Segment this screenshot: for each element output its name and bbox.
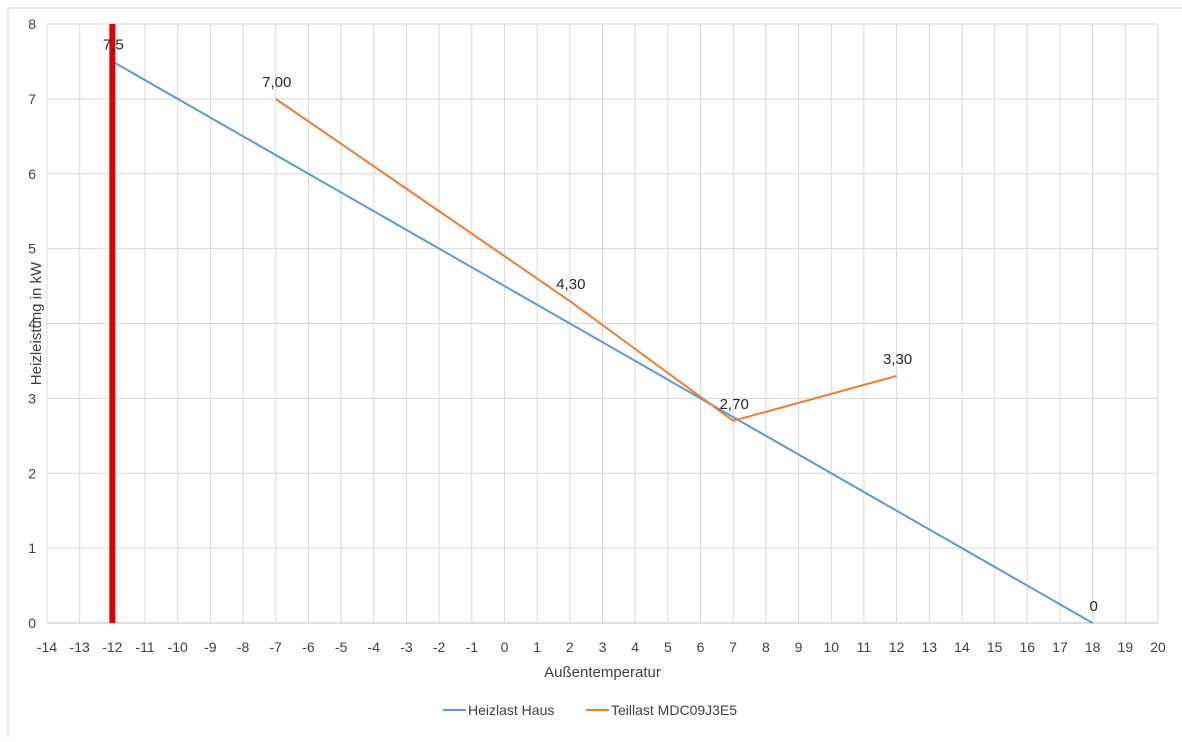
x-tick-label: -2 — [433, 639, 446, 655]
x-tick-label: 9 — [795, 639, 803, 655]
x-tick-label: 3 — [599, 639, 607, 655]
series-line-1 — [111, 60, 1094, 624]
x-tick-label: 15 — [987, 639, 1003, 655]
x-tick-label: 2 — [566, 639, 574, 655]
data-label-series-2: 7,00 — [262, 74, 291, 91]
x-tick-label: 18 — [1085, 639, 1101, 655]
data-label-series-2: 2,70 — [720, 396, 749, 413]
y-tick-label: 1 — [28, 540, 36, 556]
y-tick-label: 7 — [28, 91, 36, 107]
x-tick-label: -5 — [335, 639, 348, 655]
x-tick-label: -1 — [466, 639, 479, 655]
x-tick-label: 7 — [729, 639, 737, 655]
y-tick-label: 3 — [28, 390, 36, 406]
data-label-series-2: 3,30 — [883, 351, 912, 368]
x-tick-label: -14 — [37, 639, 57, 655]
x-tick-label: -6 — [302, 639, 315, 655]
data-label-series-1: 7,5 — [103, 36, 124, 53]
x-tick-label: 20 — [1150, 639, 1166, 655]
x-tick-label: -13 — [70, 639, 90, 655]
x-tick-label: 11 — [857, 639, 872, 655]
x-tick-label: 14 — [954, 639, 970, 655]
x-tick-label: 6 — [697, 639, 705, 655]
x-tick-label: -4 — [368, 639, 381, 655]
x-tick-label: 4 — [631, 639, 639, 655]
x-tick-label: 17 — [1052, 639, 1068, 655]
data-labels: 7,5 0 7,00 4,30 2,70 3,30 — [103, 36, 1098, 615]
y-tick-label: 5 — [28, 241, 36, 257]
x-tick-label: -8 — [237, 639, 250, 655]
x-tick-label: -9 — [204, 639, 217, 655]
x-tick-label: 16 — [1020, 639, 1036, 655]
y-tick-label: 0 — [28, 615, 36, 631]
y-axis-title: Heizleistung in kW — [28, 261, 45, 385]
x-tick-label: 0 — [501, 639, 509, 655]
y-tick-label: 4 — [28, 316, 36, 332]
series-line-2 — [275, 98, 897, 422]
x-axis-title: Außentemperatur — [544, 664, 661, 681]
x-tick-label: 5 — [664, 639, 672, 655]
x-tick-label: 12 — [889, 639, 905, 655]
tick-labels: -14 -13 -12 -11 -10 -9 -8 -7 -6 -5 -4 -3 -2 -1 0 1 2 3 4 5 6… — [28, 16, 1166, 655]
x-tick-label: 8 — [762, 639, 770, 655]
y-tick-label: 6 — [28, 166, 36, 182]
x-tick-label: -3 — [400, 639, 413, 655]
x-tick-label: -12 — [102, 639, 122, 655]
x-tick-label: -7 — [270, 639, 283, 655]
chart-border — [7, 7, 1182, 742]
x-tick-label: 19 — [1118, 639, 1134, 655]
grid — [46, 23, 1159, 624]
series — [111, 60, 1094, 624]
legend-label-2: Teillast MDC09J3E5 — [611, 702, 737, 718]
y-tick-label: 8 — [28, 16, 36, 32]
data-label-series-1: 0 — [1089, 598, 1097, 615]
data-label-series-2: 4,30 — [556, 276, 585, 293]
legend-label-1: Heizlast Haus — [468, 702, 554, 718]
x-tick-label: -10 — [168, 639, 188, 655]
x-tick-label: 1 — [533, 639, 541, 655]
x-tick-label: -11 — [135, 639, 154, 655]
x-tick-label: 10 — [823, 639, 839, 655]
x-tick-label: 13 — [921, 639, 937, 655]
legend: Heizlast Haus Teillast MDC09J3E5 — [443, 702, 737, 718]
y-tick-label: 2 — [28, 465, 36, 481]
